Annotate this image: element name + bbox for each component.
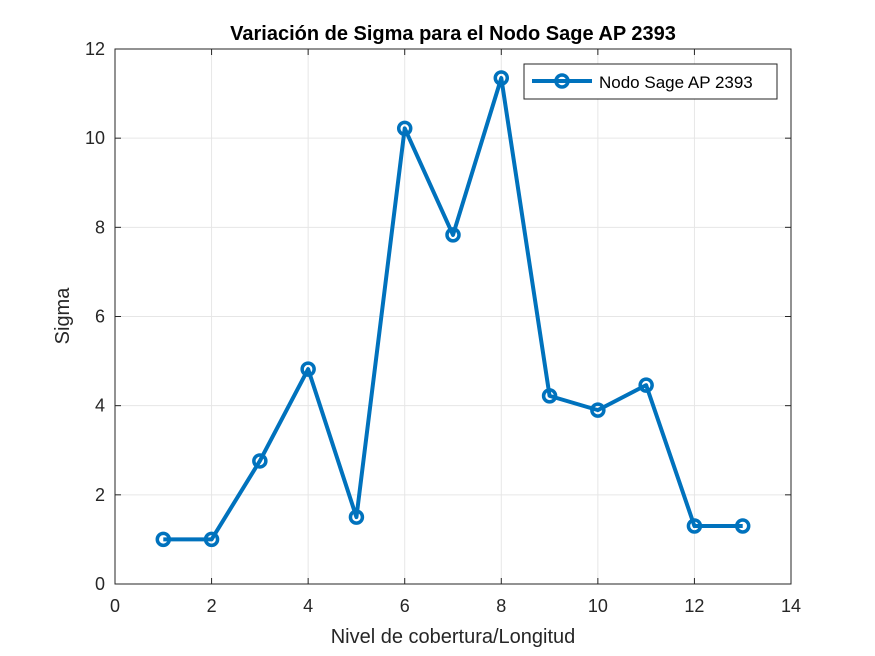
data-point — [252, 453, 268, 469]
y-tick-label: 12 — [85, 39, 105, 59]
y-tick-labels: 0 2 4 6 8 10 12 — [85, 39, 105, 594]
legend-entry-label: Nodo Sage AP 2393 — [599, 73, 753, 92]
data-point — [300, 361, 316, 377]
x-tick-label: 12 — [684, 596, 704, 616]
data-point — [590, 402, 606, 418]
x-tick-label: 2 — [207, 596, 217, 616]
x-tick-label: 6 — [400, 596, 410, 616]
y-tick-label: 8 — [95, 217, 105, 237]
data-point — [396, 120, 413, 137]
series-layer — [155, 70, 751, 548]
data-point — [686, 518, 703, 534]
x-tick-label: 0 — [110, 596, 120, 616]
legend-marker-sample — [554, 73, 570, 89]
y-tick-label: 0 — [95, 574, 105, 594]
series-line — [163, 75, 743, 542]
y-tick-label: 6 — [95, 307, 105, 327]
data-point — [445, 227, 461, 243]
x-tick-label: 4 — [303, 596, 313, 616]
data-point — [541, 388, 558, 404]
data-point — [203, 531, 220, 548]
axis-ticks — [114, 48, 792, 585]
y-axis-label: Sigma — [52, 287, 74, 345]
x-tick-label: 14 — [781, 596, 801, 616]
y-tick-label: 4 — [95, 396, 105, 416]
data-point — [638, 377, 654, 393]
x-axis-label: Nivel de cobertura/Longitud — [331, 626, 576, 648]
x-tick-label: 10 — [588, 596, 608, 616]
data-point — [734, 518, 751, 534]
chart-title: Variación de Sigma para el Nodo Sage AP … — [230, 23, 676, 45]
legend: Nodo Sage AP 2393 — [523, 63, 778, 100]
data-point — [155, 531, 172, 548]
data-point — [493, 70, 510, 86]
data-point — [348, 509, 365, 525]
x-tick-label: 8 — [496, 596, 506, 616]
y-tick-label: 2 — [95, 485, 105, 505]
y-tick-label: 10 — [85, 128, 105, 148]
x-tick-labels: 0 2 4 6 8 10 12 14 — [110, 596, 801, 616]
